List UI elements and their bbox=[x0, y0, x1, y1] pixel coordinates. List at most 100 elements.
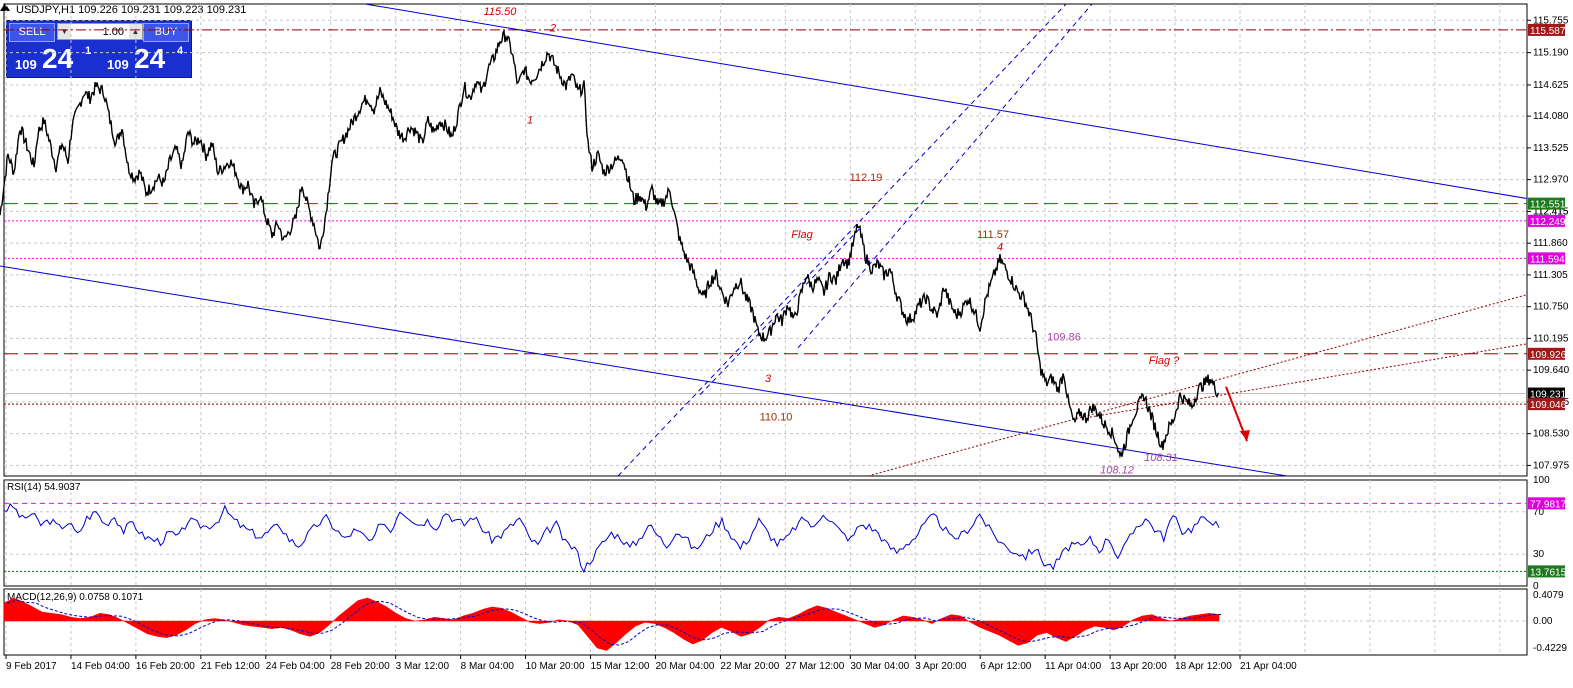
chart-annotation: 112.19 bbox=[850, 172, 883, 184]
macd-tick-label: 0.4079 bbox=[1533, 590, 1564, 601]
x-tick-label: 18 Apr 12:00 bbox=[1175, 661, 1232, 672]
trend-line-channel bbox=[0, 265, 1288, 477]
sell-price-prefix: 109 bbox=[15, 57, 37, 72]
y-tick-label: 115.190 bbox=[1533, 48, 1569, 59]
x-tick-label: 20 Mar 04:00 bbox=[655, 661, 714, 672]
x-tick-label: 21 Feb 12:00 bbox=[201, 661, 260, 672]
x-tick-label: 16 Feb 20:00 bbox=[136, 661, 195, 672]
lot-increase-icon[interactable]: ▲ bbox=[129, 24, 142, 39]
buy-price-fraction: 4 bbox=[177, 45, 184, 57]
x-tick-label: 10 Mar 20:00 bbox=[526, 661, 585, 672]
chart-annotation: 115.50 bbox=[484, 6, 518, 18]
trend-line-fork bbox=[797, 3, 1093, 349]
y-tick-label: 114.080 bbox=[1533, 111, 1569, 122]
chart-annotation: 108.31 bbox=[1144, 452, 1178, 464]
panel-frame bbox=[3, 3, 1528, 477]
x-tick-label: 24 Feb 04:00 bbox=[266, 661, 325, 672]
chart-annotation: 109.86 bbox=[1047, 331, 1081, 343]
rsi-tick-label: 70 bbox=[1533, 507, 1545, 518]
price-line bbox=[0, 29, 1220, 459]
rsi-tick-label: 100 bbox=[1533, 475, 1550, 486]
rsi-tick-label: 0 bbox=[1533, 581, 1539, 592]
trend-line-flag bbox=[1089, 343, 1528, 418]
level-label-box bbox=[1528, 252, 1565, 265]
buy-price[interactable]: 109 24 4 bbox=[101, 43, 189, 75]
level-label-box bbox=[1528, 347, 1565, 360]
x-tick-label: 3 Mar 12:00 bbox=[396, 661, 450, 672]
level-label-box bbox=[1528, 398, 1565, 411]
x-tick-label: 21 Apr 04:00 bbox=[1240, 661, 1297, 672]
y-tick-label: 114.625 bbox=[1533, 80, 1569, 91]
chart-annotation: 108.12 bbox=[1100, 465, 1134, 477]
y-tick-label: 111.860 bbox=[1533, 238, 1568, 249]
x-tick-label: 14 Feb 04:00 bbox=[71, 661, 130, 672]
macd-signal-line bbox=[6, 599, 1223, 646]
y-tick-label: 112.415 bbox=[1533, 206, 1569, 217]
collapse-triangle-icon[interactable] bbox=[0, 3, 10, 11]
chart-annotation: Flag bbox=[791, 229, 813, 241]
sell-price-pips: 24 bbox=[42, 43, 74, 74]
rsi-line bbox=[3, 502, 1220, 574]
level-label-box bbox=[1528, 387, 1565, 400]
level-label: 115.587 bbox=[1530, 26, 1566, 37]
chart-annotation: 1 bbox=[527, 115, 533, 127]
x-tick-label: 8 Mar 04:00 bbox=[461, 661, 515, 672]
trend-line-fork bbox=[617, 3, 1067, 477]
level-label: 109.231 bbox=[1530, 390, 1567, 401]
y-tick-label: 112.970 bbox=[1533, 175, 1569, 186]
trend-line-fork bbox=[699, 227, 861, 396]
rsi-level-box bbox=[1528, 497, 1565, 510]
macd-tick-label: -0.4229 bbox=[1533, 643, 1567, 654]
lot-size-control: ▼ ▲ bbox=[57, 23, 143, 40]
y-tick-label: 108.530 bbox=[1533, 429, 1570, 440]
chart-annotation: 3 bbox=[765, 373, 772, 385]
x-tick-label: 13 Apr 20:00 bbox=[1110, 661, 1167, 672]
level-label: 109.046 bbox=[1530, 400, 1567, 411]
x-tick-label: 3 Apr 20:00 bbox=[915, 661, 967, 672]
level-label: 111.594 bbox=[1530, 254, 1565, 265]
trend-line-channel bbox=[364, 3, 1528, 200]
rsi-tick-label: 30 bbox=[1533, 549, 1545, 560]
rsi-title: RSI(14) 54.9037 bbox=[7, 482, 81, 493]
lot-decrease-icon[interactable]: ▼ bbox=[58, 24, 71, 39]
chart-annotation: 4 bbox=[997, 242, 1003, 254]
y-tick-label: 107.975 bbox=[1533, 460, 1570, 471]
y-tick-label: 109.640 bbox=[1533, 365, 1570, 376]
level-label-box bbox=[1528, 23, 1565, 36]
chart-annotation: Flag ? bbox=[1149, 355, 1180, 367]
buy-price-prefix: 109 bbox=[107, 57, 129, 72]
level-label: 112.551 bbox=[1530, 200, 1566, 211]
x-tick-label: 27 Mar 12:00 bbox=[785, 661, 844, 672]
rsi-level-label: 13.7615 bbox=[1530, 567, 1567, 578]
sell-button[interactable]: SELL bbox=[9, 23, 55, 42]
trend-line-flag bbox=[867, 294, 1528, 477]
macd-tick-label: 0.00 bbox=[1533, 616, 1553, 627]
y-tick-label: 111.305 bbox=[1533, 270, 1568, 281]
rsi-level-label: 77.9817 bbox=[1530, 499, 1567, 510]
y-tick-label: 115.755 bbox=[1533, 15, 1569, 26]
level-label-box bbox=[1528, 197, 1565, 210]
down-arrow-head bbox=[1240, 430, 1250, 442]
rsi-level-box bbox=[1528, 565, 1565, 578]
chart-annotation: 111.57 bbox=[977, 229, 1009, 241]
buy-button[interactable]: BUY bbox=[143, 23, 189, 42]
x-tick-label: 9 Feb 2017 bbox=[6, 661, 57, 672]
level-label-box bbox=[1528, 214, 1565, 227]
x-tick-label: 22 Mar 20:00 bbox=[720, 661, 779, 672]
x-tick-label: 6 Apr 12:00 bbox=[980, 661, 1032, 672]
y-tick-label-overlap: 112.415 bbox=[1533, 206, 1569, 217]
sell-price-fraction: 1 bbox=[85, 45, 92, 57]
buy-price-pips: 24 bbox=[134, 43, 166, 74]
level-label: 112.249 bbox=[1530, 217, 1566, 228]
y-tick-label: 113.525 bbox=[1533, 143, 1569, 154]
panel-frame bbox=[3, 479, 1528, 587]
level-label: 109.926 bbox=[1530, 350, 1567, 361]
y-tick-label: 110.750 bbox=[1533, 302, 1569, 313]
macd-histogram bbox=[3, 597, 1220, 651]
chart-annotation: 110.10 bbox=[760, 412, 793, 424]
x-tick-label: 11 Apr 04:00 bbox=[1045, 661, 1101, 672]
lot-size-input[interactable] bbox=[72, 24, 124, 39]
x-tick-label: 28 Feb 20:00 bbox=[331, 661, 390, 672]
sell-price[interactable]: 109 24 1 bbox=[9, 43, 97, 75]
